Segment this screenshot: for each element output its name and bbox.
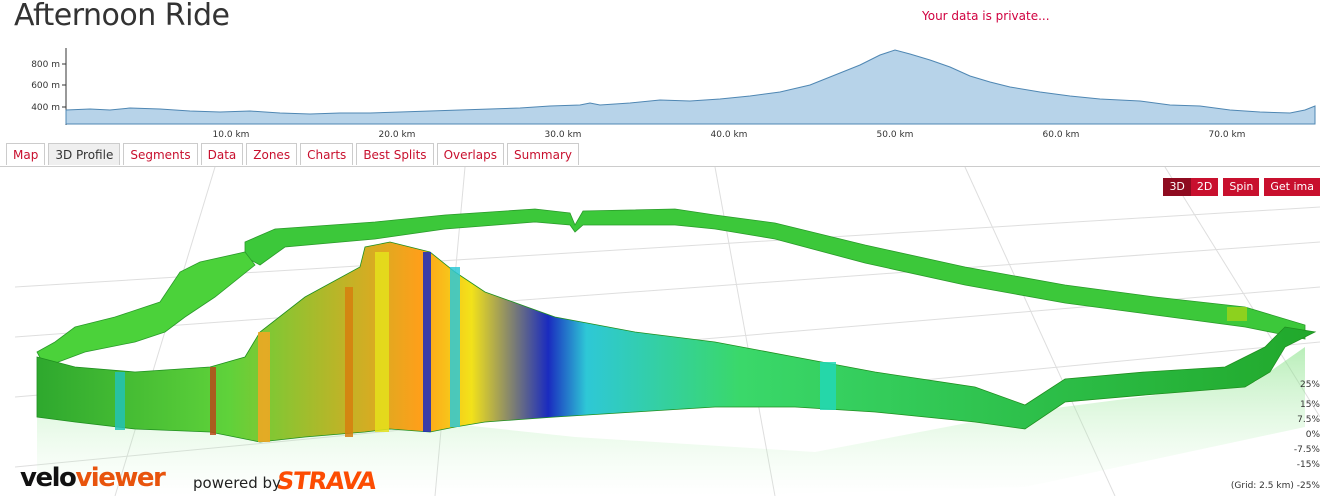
tab-data[interactable]: Data: [200, 143, 244, 165]
legend-0: 0%: [1305, 430, 1320, 440]
veloviewer-logo[interactable]: veloviewer: [20, 463, 166, 493]
legend-7-5: 7.5%: [1297, 415, 1320, 425]
tab-map[interactable]: Map: [6, 143, 46, 165]
elev-ytick: 600 m: [31, 81, 60, 91]
view-3d-button[interactable]: 3D: [1163, 178, 1191, 196]
elevation-chart: 800 m 600 m 400 m 10.0 km 20.0 km 30.0 k…: [31, 48, 1316, 140]
profile-reflection: [37, 347, 1305, 496]
spin-button[interactable]: Spin: [1223, 178, 1260, 196]
tab-segments[interactable]: Segments: [123, 143, 198, 165]
legend-neg-7-5: -7.5%: [1293, 445, 1320, 455]
3d-profile-viewport[interactable]: [15, 167, 1320, 496]
elev-xtick: 70.0 km: [1209, 130, 1246, 140]
logo-text-velo: velo: [20, 463, 77, 493]
view-controls: 3D 2D Spin Get ima: [1163, 178, 1320, 196]
elev-xtick: 50.0 km: [877, 130, 914, 140]
tab-summary[interactable]: Summary: [506, 143, 579, 165]
tab-zones[interactable]: Zones: [246, 143, 298, 165]
strava-logo[interactable]: STRAVA: [275, 467, 378, 495]
legend-neg-15: -15%: [1296, 460, 1320, 470]
tab-charts[interactable]: Charts: [300, 143, 354, 165]
page-title: Afternoon Ride: [14, 0, 230, 33]
grid-scale-label: (Grid: 2.5 km): [1230, 481, 1294, 491]
3d-profile-render: [15, 167, 1320, 496]
get-image-button[interactable]: Get ima: [1264, 178, 1320, 196]
tab-best-splits[interactable]: Best Splits: [356, 143, 434, 165]
logo-text-viewer: viewer: [75, 463, 165, 493]
tab-overlaps[interactable]: Overlaps: [436, 143, 504, 165]
elevation-area[interactable]: [65, 49, 1316, 125]
tab-bar: Map 3D Profile Segments Data Zones Chart…: [6, 143, 582, 166]
elev-ytick: 800 m: [31, 60, 60, 70]
legend-neg-25: -25%: [1296, 481, 1320, 491]
elev-xtick: 40.0 km: [711, 130, 748, 140]
elev-xtick: 60.0 km: [1043, 130, 1080, 140]
legend-15: 15%: [1299, 400, 1320, 410]
gradient-stripes: [115, 252, 1247, 442]
elev-xtick: 30.0 km: [545, 130, 582, 140]
legend-25: 25%: [1299, 380, 1320, 390]
tab-divider: [0, 166, 1320, 167]
profile-wall-near: [36, 241, 1317, 443]
profile-wall-left: [36, 251, 256, 368]
tab-3d-profile[interactable]: 3D Profile: [48, 143, 121, 165]
grid-info: (Grid: 2.5 km) -25%: [1231, 481, 1320, 491]
profile-wall-far: [244, 208, 1306, 340]
privacy-link[interactable]: Your data is private...: [922, 9, 1050, 23]
view-2d-button[interactable]: 2D: [1190, 178, 1219, 196]
elev-xtick: 20.0 km: [379, 130, 416, 140]
elev-xtick: 10.0 km: [213, 130, 250, 140]
powered-by-label: powered by: [193, 474, 281, 492]
elev-ytick: 400 m: [31, 103, 60, 113]
